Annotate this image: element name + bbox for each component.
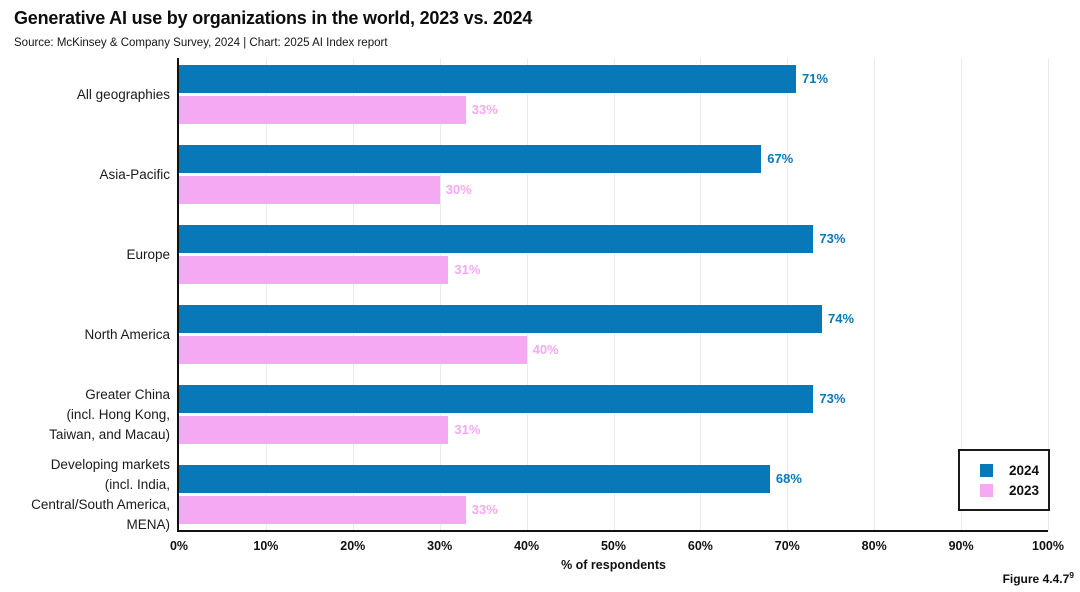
value-label-2023-row1: 30% — [445, 182, 472, 197]
value-label-2024-row4: 73% — [819, 391, 846, 406]
value-label-2024-row2: 73% — [819, 231, 846, 246]
bar-2024-row3 — [179, 305, 823, 333]
legend-item-2023: 2023 — [960, 483, 1048, 498]
figure-number-text: Figure 4.4.7 — [1002, 572, 1070, 586]
value-label-2023-row5: 33% — [471, 502, 498, 517]
value-label-2023-row4: 31% — [454, 422, 481, 437]
y-axis-category-labels: All geographies Asia-Pacific Europe North A… — [0, 58, 170, 532]
legend-item-2024: 2024 — [960, 463, 1048, 478]
gridline-70% — [787, 58, 789, 530]
xtick-50%: 50% — [600, 539, 627, 553]
value-label-2023-row3: 40% — [532, 342, 559, 357]
category-label-row3: North America — [84, 326, 170, 342]
value-label-2024-row5: 68% — [775, 471, 802, 486]
xtick-80%: 80% — [861, 539, 887, 553]
xtick-10%: 10% — [253, 539, 279, 553]
xtick-30%: 30% — [427, 539, 453, 553]
xtick-0%: 0% — [169, 539, 189, 553]
bar-2024-row1 — [179, 145, 762, 173]
xtick-100%: 100% — [1032, 539, 1064, 553]
gridline-10% — [265, 58, 267, 530]
gridline-20% — [352, 58, 354, 530]
gridline-30% — [439, 58, 441, 530]
legend-box: 2024 2023 — [958, 449, 1050, 511]
legend-label-2023: 2023 — [1008, 482, 1039, 498]
x-axis-label: % of respondents — [561, 558, 666, 572]
category-label-row1: Asia-Pacific — [99, 166, 170, 182]
gridline-90% — [961, 58, 963, 530]
xtick-20%: 20% — [340, 539, 366, 553]
category-label-row0: All geographies — [76, 86, 170, 102]
source-subtitle: Source: McKinsey & Company Survey, 2024 … — [14, 37, 388, 49]
gridline-80% — [874, 58, 876, 530]
bar-2023-row1 — [179, 176, 440, 204]
figure-number-superscript: 9 — [1069, 570, 1074, 580]
value-label-2023-row0: 33% — [471, 102, 498, 117]
legend-swatch-2024 — [980, 463, 993, 477]
gridline-100% — [1048, 58, 1049, 530]
bar-2024-row5 — [179, 465, 770, 493]
xtick-90%: 90% — [948, 539, 974, 553]
xtick-70%: 70% — [774, 539, 800, 553]
bar-2024-row0 — [179, 65, 796, 93]
bar-2023-row0 — [179, 96, 466, 124]
value-label-2024-row1: 67% — [767, 151, 794, 166]
xtick-60%: 60% — [687, 539, 713, 553]
category-label-row4: Greater China (incl. Hong Kong, Taiwan, … — [49, 386, 170, 442]
bar-2023-row3 — [179, 336, 527, 364]
figure-number: Figure 4.4.79 — [1003, 570, 1074, 586]
category-label-row5: Developing markets (incl. India, Central… — [31, 456, 170, 532]
bar-2024-row2 — [179, 225, 814, 253]
legend-label-2024: 2024 — [1008, 462, 1039, 478]
gridline-60% — [700, 58, 702, 530]
plot-area: 71% 33% 67% 30% 73% 31% 74% 40% 73% 31% 68% 33% — [177, 58, 1049, 532]
bar-2023-row5 — [179, 496, 466, 524]
value-label-2024-row3: 74% — [828, 311, 855, 326]
category-label-row2: Europe — [126, 246, 170, 262]
bar-2023-row2 — [179, 256, 449, 284]
bar-2024-row4 — [179, 385, 814, 413]
page-title: Generative AI use by organizations in th… — [14, 8, 533, 28]
value-label-2024-row0: 71% — [801, 71, 829, 86]
legend-swatch-2023 — [980, 483, 993, 497]
value-label-2023-row2: 31% — [454, 262, 481, 277]
xtick-40%: 40% — [514, 539, 540, 553]
gridline-50% — [613, 58, 615, 530]
bar-2023-row4 — [179, 416, 449, 444]
gridline-40% — [526, 58, 528, 530]
x-axis-ticks: 0% 10% 20% 30% 40% 50% 60% 70% 80% 90% 100% — [170, 539, 1064, 555]
